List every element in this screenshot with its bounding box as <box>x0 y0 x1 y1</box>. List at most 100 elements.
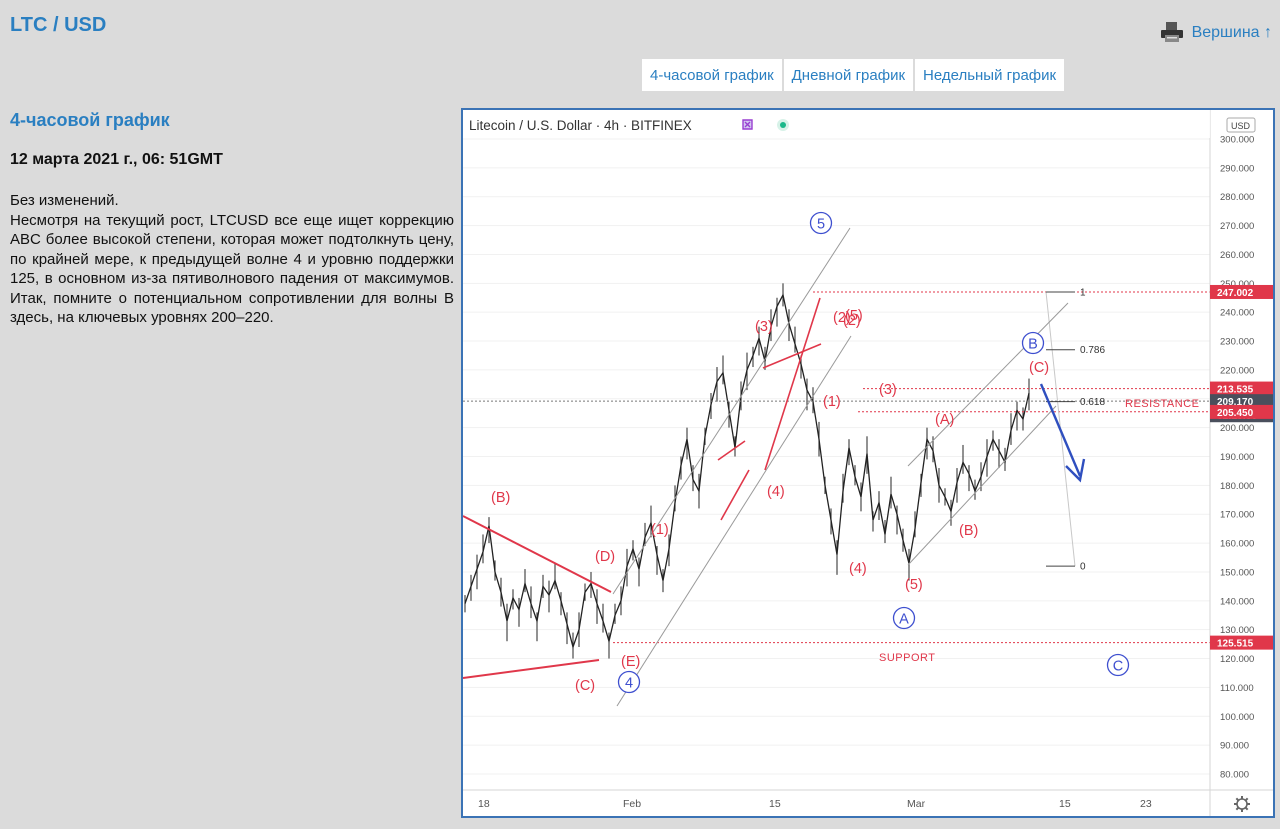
wave-label: (E) <box>621 654 640 670</box>
gear-ring <box>1236 798 1248 810</box>
price-chart[interactable]: 300.000 290.000 280.000 270.000 260.000 250.0… <box>461 108 1275 818</box>
gear-tooth <box>1245 797 1249 801</box>
wave-label: (5) <box>845 308 863 324</box>
fib-level-label: 0.618 <box>1080 397 1105 408</box>
wave-label: (B) <box>491 490 510 506</box>
chart-canvas[interactable]: 300.000 290.000 280.000 270.000 260.000 250.0… <box>463 110 1273 816</box>
wave-label: (2) <box>843 313 861 329</box>
live-status-dot <box>780 122 786 128</box>
wave-label: (4) <box>849 561 867 577</box>
y-tick-label: 80.000 <box>1220 770 1249 781</box>
wave-circle-label: 4 <box>625 676 633 692</box>
wave-label: (5) <box>905 577 923 593</box>
price-tag <box>1210 394 1273 409</box>
gear-tooth <box>1235 807 1239 811</box>
chart-tabs: 4-часовой график Дневной график Недельны… <box>642 59 1065 91</box>
price-tag-label: 213.535 <box>1217 385 1254 396</box>
x-tick-label: 18 <box>478 798 490 810</box>
currency-badge <box>1226 117 1256 133</box>
y-tick-label: 90.000 <box>1220 741 1249 752</box>
price-tag-label: 209.170 <box>1217 397 1254 408</box>
tab-weekly-chart[interactable]: Недельный график <box>915 59 1065 91</box>
article-text: Несмотря на текущий рост, LTCUSD все еще… <box>10 211 454 327</box>
x-tick-label: 23 <box>1140 798 1152 810</box>
x-tick-label: Mar <box>907 798 926 810</box>
wave3-line-b <box>720 469 750 521</box>
projection-arrow <box>1039 383 1082 477</box>
wave3-line-d <box>762 343 822 369</box>
price-line <box>464 292 1030 650</box>
y-tick-label: 120.000 <box>1220 654 1254 665</box>
triangle-upper-line <box>463 515 612 593</box>
annotation-label: SUPPORT <box>879 652 935 664</box>
y-tick-label: 260.000 <box>1220 250 1254 261</box>
top-link-label: Вершина ↑ <box>1191 24 1272 41</box>
fib-level-label: 1 <box>1080 287 1086 298</box>
wave-label: (3) <box>879 382 897 398</box>
price-tag-label: 205.450 <box>1217 408 1254 419</box>
page-title: LTC / USD <box>10 14 107 36</box>
wave-label: (2) <box>833 310 851 326</box>
wave-circle <box>892 606 916 630</box>
printer-icon <box>1160 22 1183 42</box>
x-tick-label: 15 <box>1059 798 1071 810</box>
fib-level-label: 0 <box>1080 562 1086 573</box>
wave-label: (A) <box>935 412 954 428</box>
back-to-top-link[interactable]: Вершина ↑ <box>1160 22 1272 44</box>
wave-circle-label: 5 <box>817 217 825 233</box>
y-tick-label: 240.000 <box>1220 308 1254 319</box>
triangle-lower-line <box>463 659 600 679</box>
y-tick-label: 160.000 <box>1220 539 1254 550</box>
projection-arrow-head <box>1065 458 1086 483</box>
article-intro: Без изменений. <box>10 192 119 209</box>
annotation-label: RESISTANCE <box>1125 398 1199 410</box>
price-tag <box>1210 284 1273 299</box>
wave-label: (1) <box>651 522 669 538</box>
chart-header <box>463 110 1210 138</box>
wave3-line-a <box>717 440 746 461</box>
price-tag <box>1210 381 1273 396</box>
y-tick-label: 300.000 <box>1220 135 1254 146</box>
y-tick-label: 250.000 <box>1220 279 1254 290</box>
section-title: 4-часовой график <box>10 110 170 130</box>
x-tick-label: 15 <box>769 798 781 810</box>
gear-tooth <box>1235 797 1239 801</box>
price-tag-label: 247.002 <box>1217 288 1254 299</box>
wave-circle-label: A <box>899 612 909 628</box>
y-tick-label: 190.000 <box>1220 452 1254 463</box>
y-tick-label: 230.000 <box>1220 337 1254 348</box>
wave3-line-c <box>764 297 821 471</box>
abc-channel-upper <box>907 302 1069 467</box>
wave-label: (1) <box>823 394 841 410</box>
tab-4h-chart[interactable]: 4-часовой график <box>642 59 782 91</box>
wave-circle-label: C <box>1113 659 1123 675</box>
y-tick-label: 150.000 <box>1220 567 1254 578</box>
article-timestamp: 12 марта 2021 г., 06: 51GMT <box>10 151 223 168</box>
price-axis[interactable] <box>1210 110 1273 816</box>
impulse-channel-lower <box>616 335 852 707</box>
y-tick-label: 270.000 <box>1220 221 1254 232</box>
fib-level-label: 0.786 <box>1080 345 1105 356</box>
y-tick-label: 130.000 <box>1220 625 1254 636</box>
impulse-channel-upper <box>612 227 851 595</box>
currency-label: USD <box>1231 121 1251 131</box>
y-tick-label: 100.000 <box>1220 712 1254 723</box>
y-tick-label: 290.000 <box>1220 163 1254 174</box>
wave-label: (4) <box>767 484 785 500</box>
price-tag <box>1210 404 1273 419</box>
wave-circle-label: B <box>1028 337 1038 353</box>
tab-daily-chart[interactable]: Дневной график <box>783 59 914 91</box>
article-body: Без изменений. Несмотря на текущий рост,… <box>10 191 454 328</box>
wave-circle <box>617 670 641 694</box>
gear-tooth <box>1245 807 1249 811</box>
chart-title: Litecoin / U.S. Dollar · 4h · BITFINEX <box>469 118 692 133</box>
y-tick-label: 140.000 <box>1220 596 1254 607</box>
y-tick-label: 110.000 <box>1220 683 1254 694</box>
settings-gear-icon[interactable] <box>1234 796 1250 812</box>
wave-circle <box>1021 331 1045 355</box>
wave-circle <box>809 211 833 235</box>
wave-label: (C) <box>1029 360 1049 376</box>
y-tick-label: 280.000 <box>1220 192 1254 203</box>
price-tag-label: 125.515 <box>1217 639 1254 650</box>
wave-label: (D) <box>595 549 615 565</box>
